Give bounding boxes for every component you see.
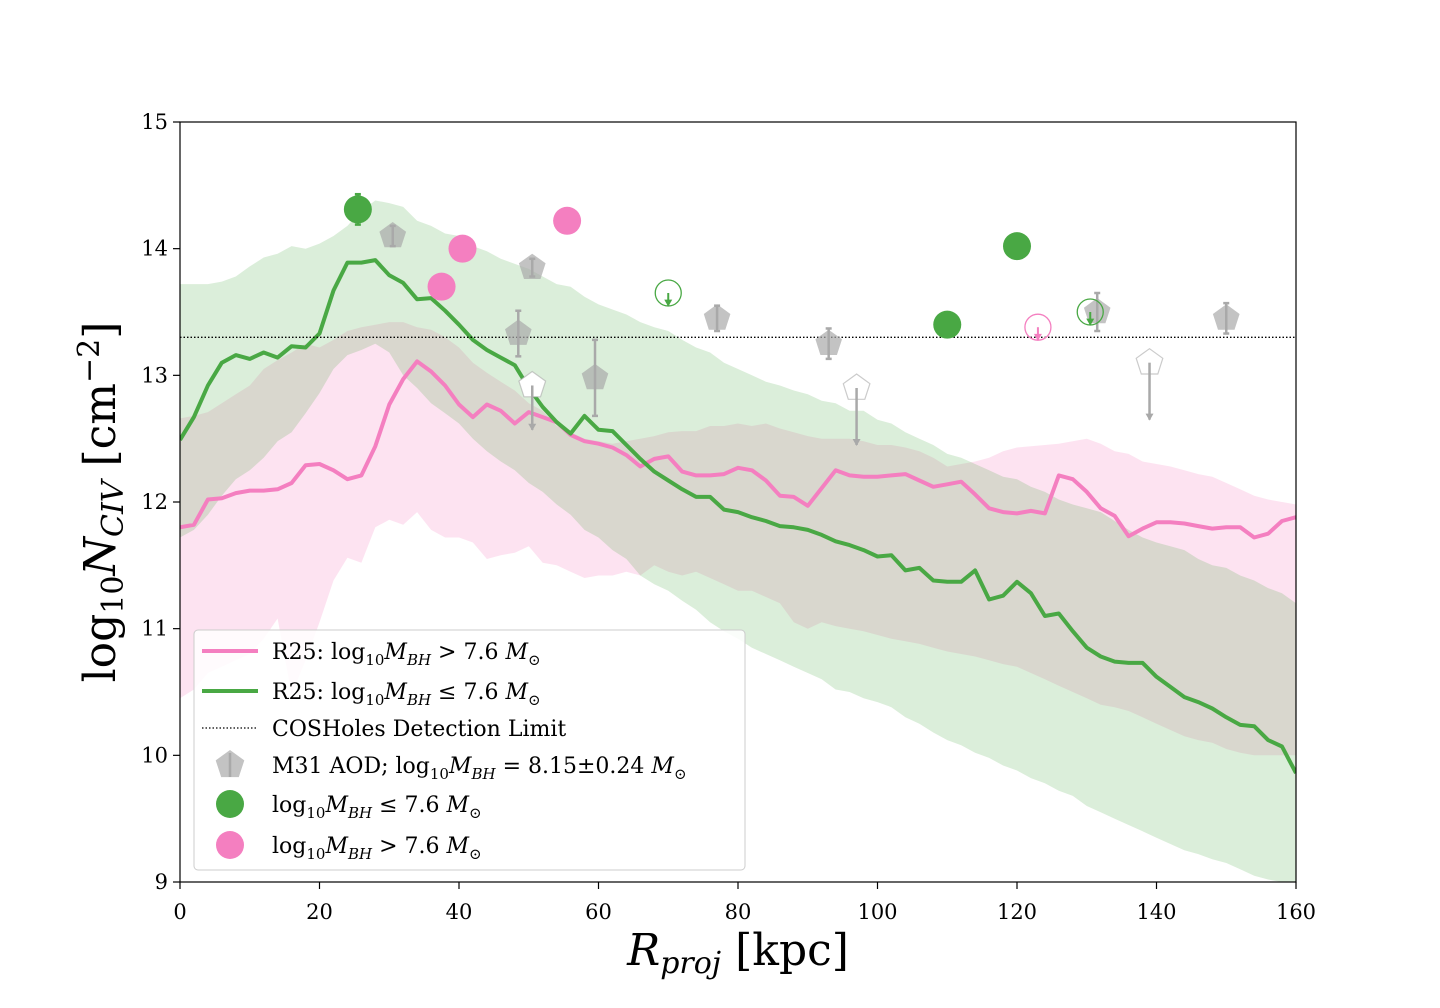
legend-entry-4: log10MBH ≤ 7.6 M⊙ xyxy=(272,793,482,822)
legend-entry-1: R25: log10MBH ≤ 7.6 M⊙ xyxy=(272,680,541,709)
m31-point-limit-arrow xyxy=(528,423,537,431)
legend-entry-3: M31 AOD; log10MBH = 8.15±0.24 M⊙ xyxy=(272,754,687,783)
legend: R25: log10MBH > 7.6 M⊙ R25: log10MBH ≤ 7.… xyxy=(193,629,746,871)
low-mass-point-limit-arrow xyxy=(664,299,673,307)
x-axis-ticks: 0 20 40 60 80 100 120 140 160 xyxy=(173,882,1316,924)
x-tick-label: 140 xyxy=(1136,900,1176,924)
x-tick-label: 40 xyxy=(446,900,473,924)
high-mass-point xyxy=(448,234,477,263)
low-mass-point xyxy=(1003,232,1031,261)
y-tick-label: 10 xyxy=(141,743,168,767)
high-mass-point-limit-arrow xyxy=(1033,333,1042,341)
legend-handle-pink-circle xyxy=(216,831,244,859)
green-median-line xyxy=(180,258,1296,775)
y-tick-label: 14 xyxy=(141,237,168,261)
x-axis-label: Rproj [kpc] xyxy=(626,925,849,981)
legend-entry-5: log10MBH > 7.6 M⊙ xyxy=(272,834,482,863)
y-axis-label: log10NCIV [cm−2] xyxy=(72,322,131,683)
m31-point-limit-arrow xyxy=(852,439,861,446)
y-tick-label: 11 xyxy=(141,617,168,641)
y-tick-label: 15 xyxy=(141,110,168,134)
median-lines xyxy=(180,258,1296,775)
high-mass-point xyxy=(427,272,456,301)
y-tick-label: 12 xyxy=(141,490,168,514)
x-tick-label: 0 xyxy=(173,900,186,924)
x-tick-label: 60 xyxy=(585,900,612,924)
high-mass-point xyxy=(553,206,582,235)
confidence-bands xyxy=(180,200,1296,882)
pink-band xyxy=(180,322,1296,756)
legend-entry-2: COSHoles Detection Limit xyxy=(272,717,566,742)
y-tick-label: 9 xyxy=(155,870,168,894)
legend-handle-green-circle xyxy=(216,790,244,818)
data-points xyxy=(343,192,1240,446)
low-mass-point xyxy=(933,310,962,339)
x-tick-label: 120 xyxy=(997,900,1037,924)
x-tick-label: 100 xyxy=(857,900,897,924)
y-axis-ticks: 9 10 11 12 13 14 15 xyxy=(141,110,180,894)
legend-box xyxy=(193,629,746,871)
y-tick-label: 13 xyxy=(141,363,168,387)
pink-median-line xyxy=(180,359,1296,540)
x-tick-label: 160 xyxy=(1276,900,1316,924)
legend-entry-0: R25: log10MBH > 7.6 M⊙ xyxy=(272,640,541,669)
x-tick-label: 20 xyxy=(306,900,333,924)
x-tick-label: 80 xyxy=(725,900,752,924)
green-band xyxy=(180,200,1296,882)
low-mass-point xyxy=(343,195,372,224)
m31-point-limit-arrow xyxy=(1145,413,1154,421)
low-mass-point-limit-arrow xyxy=(1086,318,1095,326)
